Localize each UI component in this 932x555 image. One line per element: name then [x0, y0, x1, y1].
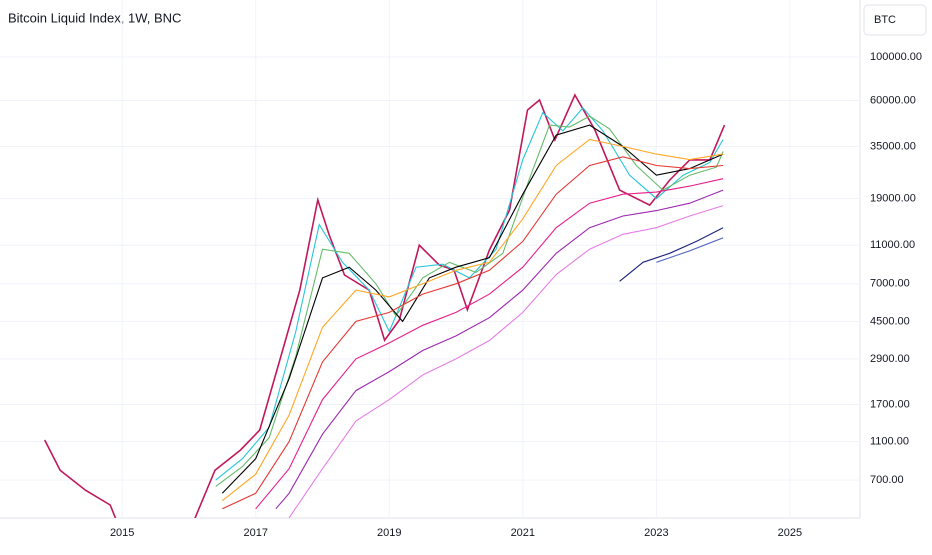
- x-tick-label: 2015: [110, 527, 134, 539]
- y-tick-label: 700.00: [870, 474, 904, 486]
- y-tick-label: 60000.00: [870, 94, 916, 106]
- series-line: [275, 189, 724, 510]
- x-tick-label: 2021: [511, 527, 535, 539]
- series-line: [619, 227, 724, 282]
- symbol-box[interactable]: [863, 4, 927, 36]
- y-tick-label: 4500.00: [870, 315, 910, 327]
- x-tick-label: 2025: [778, 527, 802, 539]
- series-line: [656, 237, 724, 263]
- x-tick-label: 2017: [243, 527, 267, 539]
- y-tick-label: 100000.00: [870, 51, 922, 63]
- y-tick-label: 19000.00: [870, 192, 916, 204]
- series-line: [255, 178, 724, 510]
- series-line: [222, 156, 724, 510]
- y-tick-label: 1100.00: [870, 435, 909, 447]
- chart-title: Bitcoin Liquid Index, 1W, BNC: [8, 10, 181, 25]
- symbol-label[interactable]: BTC: [874, 14, 896, 26]
- y-tick-label: 2900.00: [870, 353, 910, 365]
- y-tick-label: 1700.00: [870, 398, 910, 410]
- y-tick-label: 35000.00: [870, 140, 916, 152]
- x-tick-label: 2023: [644, 527, 668, 539]
- y-tick-label: 11000.00: [870, 239, 915, 251]
- series-line: [221, 138, 724, 502]
- series-line: [221, 124, 724, 494]
- series-line: [288, 205, 724, 518]
- y-tick-label: 7000.00: [870, 278, 910, 290]
- x-tick-label: 2019: [377, 527, 401, 539]
